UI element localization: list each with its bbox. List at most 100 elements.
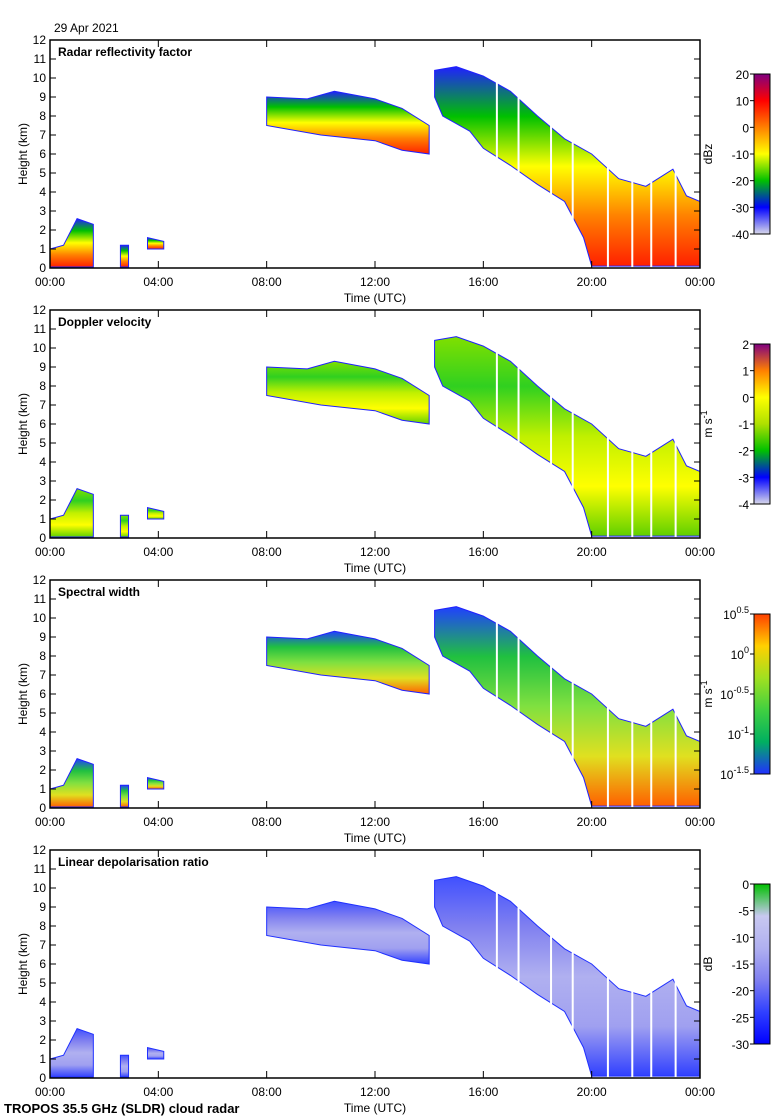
x-axis-label: Time (UTC) (344, 561, 406, 575)
x-tick-label: 08:00 (252, 545, 282, 559)
y-tick-label: 7 (39, 938, 46, 952)
panel-title: Doppler velocity (58, 315, 152, 329)
y-tick-label: 1 (39, 242, 46, 256)
y-tick-label: 0 (39, 1071, 46, 1085)
colorbar-tick-label: -5 (738, 905, 749, 919)
y-axis-label: Height (km) (16, 393, 30, 455)
cloud-echo (49, 217, 94, 268)
x-tick-label: 16:00 (468, 545, 498, 559)
y-tick-label: 2 (39, 223, 46, 237)
x-tick-label: 08:00 (252, 275, 282, 289)
y-tick-label: 4 (39, 995, 46, 1009)
colorbar-tick-label: -10 (732, 148, 750, 162)
x-axis-label: Time (UTC) (344, 831, 406, 845)
y-tick-label: 12 (33, 843, 47, 857)
colorbar-tick-label: -3 (738, 471, 749, 485)
x-tick-label: 00:00 (35, 275, 65, 289)
y-tick-label: 11 (34, 52, 47, 66)
x-tick-label: 08:00 (252, 1085, 282, 1099)
colorbar-tick-label: -40 (732, 228, 750, 242)
y-tick-label: 10 (33, 611, 47, 625)
x-tick-label: 08:00 (252, 815, 282, 829)
colorbar (753, 883, 771, 1045)
y-tick-label: 1 (39, 1052, 46, 1066)
colorbar-label: dBz (701, 144, 715, 165)
x-axis-label: Time (UTC) (344, 1101, 406, 1115)
x-tick-label: 20:00 (577, 545, 607, 559)
cloud-echo (119, 244, 130, 268)
y-tick-label: 3 (39, 1014, 46, 1028)
y-tick-label: 9 (39, 90, 46, 104)
colorbar (753, 613, 771, 775)
cloud-echo (119, 784, 130, 808)
x-tick-label: 04:00 (143, 1085, 173, 1099)
exponent: -1 (741, 725, 749, 735)
instrument-label: TROPOS 35.5 GHz (SLDR) cloud radar (4, 1101, 240, 1116)
cloud-echo (266, 900, 430, 965)
y-tick-label: 0 (39, 261, 46, 275)
y-axis-label: Height (km) (16, 933, 30, 995)
exponent: -1.5 (733, 765, 749, 775)
colorbar-tick-label: 20 (736, 68, 750, 82)
y-tick-label: 2 (39, 1033, 46, 1047)
y-tick-label: 3 (39, 204, 46, 218)
x-tick-label: 20:00 (577, 815, 607, 829)
x-tick-label: 12:00 (360, 815, 390, 829)
x-tick-label: 00:00 (685, 545, 715, 559)
x-tick-label: 00:00 (35, 815, 65, 829)
cloud-echo (49, 757, 94, 808)
colorbar-tick-label: -10 (732, 931, 750, 945)
colorbar-label: m s-1 (699, 410, 715, 437)
panel-title: Linear depolarisation ratio (58, 855, 209, 869)
colorbar-tick-label: 10 (736, 95, 750, 109)
exponent: -0.5 (733, 685, 749, 695)
y-tick-label: 1 (39, 782, 46, 796)
x-tick-label: 16:00 (468, 1085, 498, 1099)
y-tick-label: 6 (39, 417, 46, 431)
cloud-echo (266, 360, 430, 425)
colorbar-tick-label: 0 (742, 878, 749, 892)
y-axis-label: Height (km) (16, 123, 30, 185)
x-tick-label: 12:00 (360, 545, 390, 559)
panel-title: Radar reflectivity factor (58, 45, 192, 59)
y-tick-label: 8 (39, 109, 46, 123)
colorbar-tick-label: 0 (742, 391, 749, 405)
y-tick-label: 8 (39, 649, 46, 663)
x-tick-label: 04:00 (143, 275, 173, 289)
colorbar-tick-label: -20 (732, 175, 750, 189)
y-tick-label: 12 (33, 33, 47, 47)
y-tick-label: 5 (39, 166, 46, 180)
y-tick-label: 9 (39, 900, 46, 914)
y-tick-label: 5 (39, 706, 46, 720)
colorbar-tick-label: -25 (732, 1011, 750, 1025)
colorbar-tick-label: 100 (731, 645, 749, 662)
colorbar-tick-label: -1 (738, 418, 749, 432)
colorbar-tick-label: 0 (742, 121, 749, 135)
x-tick-label: 12:00 (360, 1085, 390, 1099)
colorbar (753, 73, 771, 235)
cloud-echo (147, 506, 165, 520)
y-tick-label: 2 (39, 763, 46, 777)
y-tick-label: 11 (34, 592, 47, 606)
cloud-echo (119, 1054, 130, 1078)
colorbar-tick-label: -4 (738, 498, 749, 512)
cloud-echo (434, 876, 701, 1077)
colorbar-tick-label: 10-0.5 (720, 685, 749, 702)
x-tick-label: 20:00 (577, 275, 607, 289)
y-tick-label: 8 (39, 919, 46, 933)
x-tick-label: 00:00 (35, 545, 65, 559)
y-tick-label: 2 (39, 493, 46, 507)
colorbar-tick-label: 2 (742, 338, 749, 352)
y-tick-label: 0 (39, 801, 46, 815)
cloud-echo (49, 1027, 94, 1078)
colorbar-tick-label: -20 (732, 985, 750, 999)
colorbar-label: m s-1 (699, 680, 715, 707)
y-tick-label: 1 (39, 512, 46, 526)
y-tick-label: 6 (39, 957, 46, 971)
y-tick-label: 4 (39, 185, 46, 199)
y-tick-label: 10 (33, 341, 47, 355)
y-tick-label: 5 (39, 976, 46, 990)
date-label: 29 Apr 2021 (54, 21, 119, 35)
colorbar-tick-label: -2 (738, 445, 749, 459)
